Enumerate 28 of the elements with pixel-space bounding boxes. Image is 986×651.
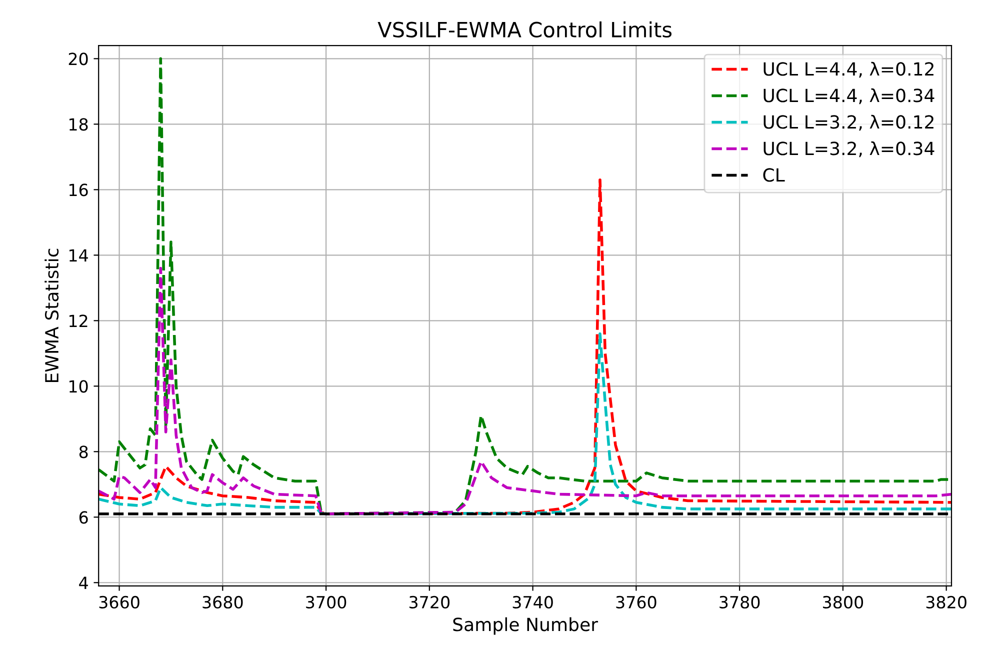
x-axis-title: Sample Number (453, 617, 598, 635)
x-tick-label: 3720 (409, 596, 450, 609)
y-tick-label: 12 (70, 314, 88, 327)
x-tick-label: 3760 (616, 596, 656, 609)
y-tick-label: 16 (70, 184, 88, 196)
y-tick-label: 20 (68, 52, 88, 66)
x-tick-label: 3680 (202, 596, 243, 609)
x-tick-label: 3800 (823, 596, 864, 609)
legend-label: CL (763, 168, 785, 182)
x-tick-label: 3660 (99, 596, 140, 609)
x-tick-label: 3780 (720, 596, 760, 609)
y-tick-label: 10 (70, 380, 88, 393)
chart-title: VSSILF-EWMA Control Limits (378, 21, 672, 38)
x-tick-label: 3740 (512, 596, 553, 609)
legend-label: UCL L=4.4, λ=0.12 (764, 62, 934, 78)
y-tick-label: 18 (70, 118, 88, 131)
legend-label: UCL L=4.4, λ=0.34 (764, 88, 934, 104)
y-tick-label: 6 (79, 511, 88, 524)
y-tick-label: 4 (79, 576, 88, 589)
y-axis-title: EWMA Statistic (44, 248, 59, 382)
line-series (98, 266, 952, 516)
y-tick-label: 14 (70, 249, 88, 262)
x-tick-label: 3820 (926, 596, 966, 609)
y-tick-label: 8 (79, 446, 88, 458)
legend-label: UCL L=3.2, λ=0.12 (764, 114, 934, 131)
line-series (98, 332, 952, 516)
legend-label: UCL L=3.2, λ=0.34 (764, 141, 934, 158)
x-tick-label: 3700 (306, 596, 346, 609)
